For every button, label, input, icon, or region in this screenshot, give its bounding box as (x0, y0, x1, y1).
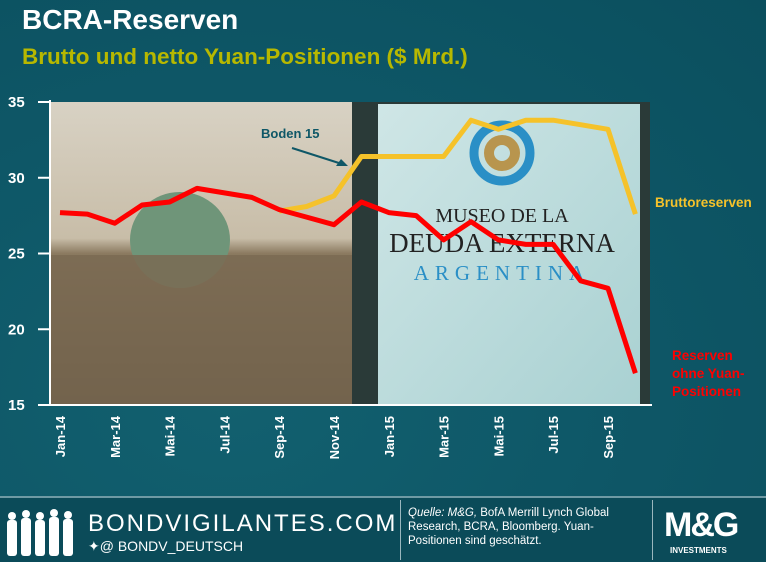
x-tick-label: Jul-14 (217, 415, 232, 453)
x-tick-label: Mar-15 (437, 416, 452, 458)
source-note: Quelle: M&G, BofA Merrill Lynch Global R… (408, 506, 633, 548)
twitter-bird-icon: ✦ (88, 538, 100, 554)
y-tick-label: 35 (8, 94, 25, 111)
x-tick-label: Sep-15 (601, 416, 616, 459)
legend-net-line1: Reserven (672, 348, 733, 363)
y-tick-label: 20 (8, 321, 25, 338)
legend-gross: Bruttoreserven (655, 195, 752, 210)
photo-text-3: ARGENTINA (414, 261, 590, 285)
y-tick-label: 30 (8, 170, 25, 187)
twitter-handle[interactable]: ✦@ BONDV_DEUTSCH (88, 538, 243, 555)
x-tick-label: Mai-15 (491, 416, 506, 456)
x-tick-label: Jul-15 (546, 416, 561, 454)
divider (652, 500, 653, 560)
photo-text-1: MUSEO DE LA (435, 205, 569, 227)
legend-net-line3: Positionen (672, 384, 741, 399)
x-tick-label: Sep-14 (272, 415, 287, 458)
line-chart: MUSEO DE LA DEUDA EXTERNA ARGENTINA 3530… (0, 0, 766, 496)
x-tick-label: Mai-14 (163, 415, 178, 456)
annotation-boden-15: Boden 15 (261, 126, 320, 141)
divider (400, 500, 401, 560)
legend-net-line2: ohne Yuan- (672, 366, 745, 381)
footer: BONDVIGILANTES.COM ✦@ BONDV_DEUTSCH Quel… (0, 496, 766, 562)
x-tick-label: Mar-14 (108, 415, 123, 458)
x-tick-label: Jan-14 (53, 415, 68, 457)
y-tick-label: 25 (8, 246, 25, 263)
x-tick-label: Jan-15 (382, 416, 397, 457)
mg-logo: M&G (664, 506, 737, 545)
mg-logo-sub: INVESTMENTS (670, 546, 727, 555)
x-tick-label: Nov-14 (327, 415, 342, 459)
brand-link[interactable]: BONDVIGILANTES.COM (88, 510, 397, 538)
y-tick-label: 15 (8, 397, 25, 414)
people-silhouettes-icon (4, 508, 80, 556)
